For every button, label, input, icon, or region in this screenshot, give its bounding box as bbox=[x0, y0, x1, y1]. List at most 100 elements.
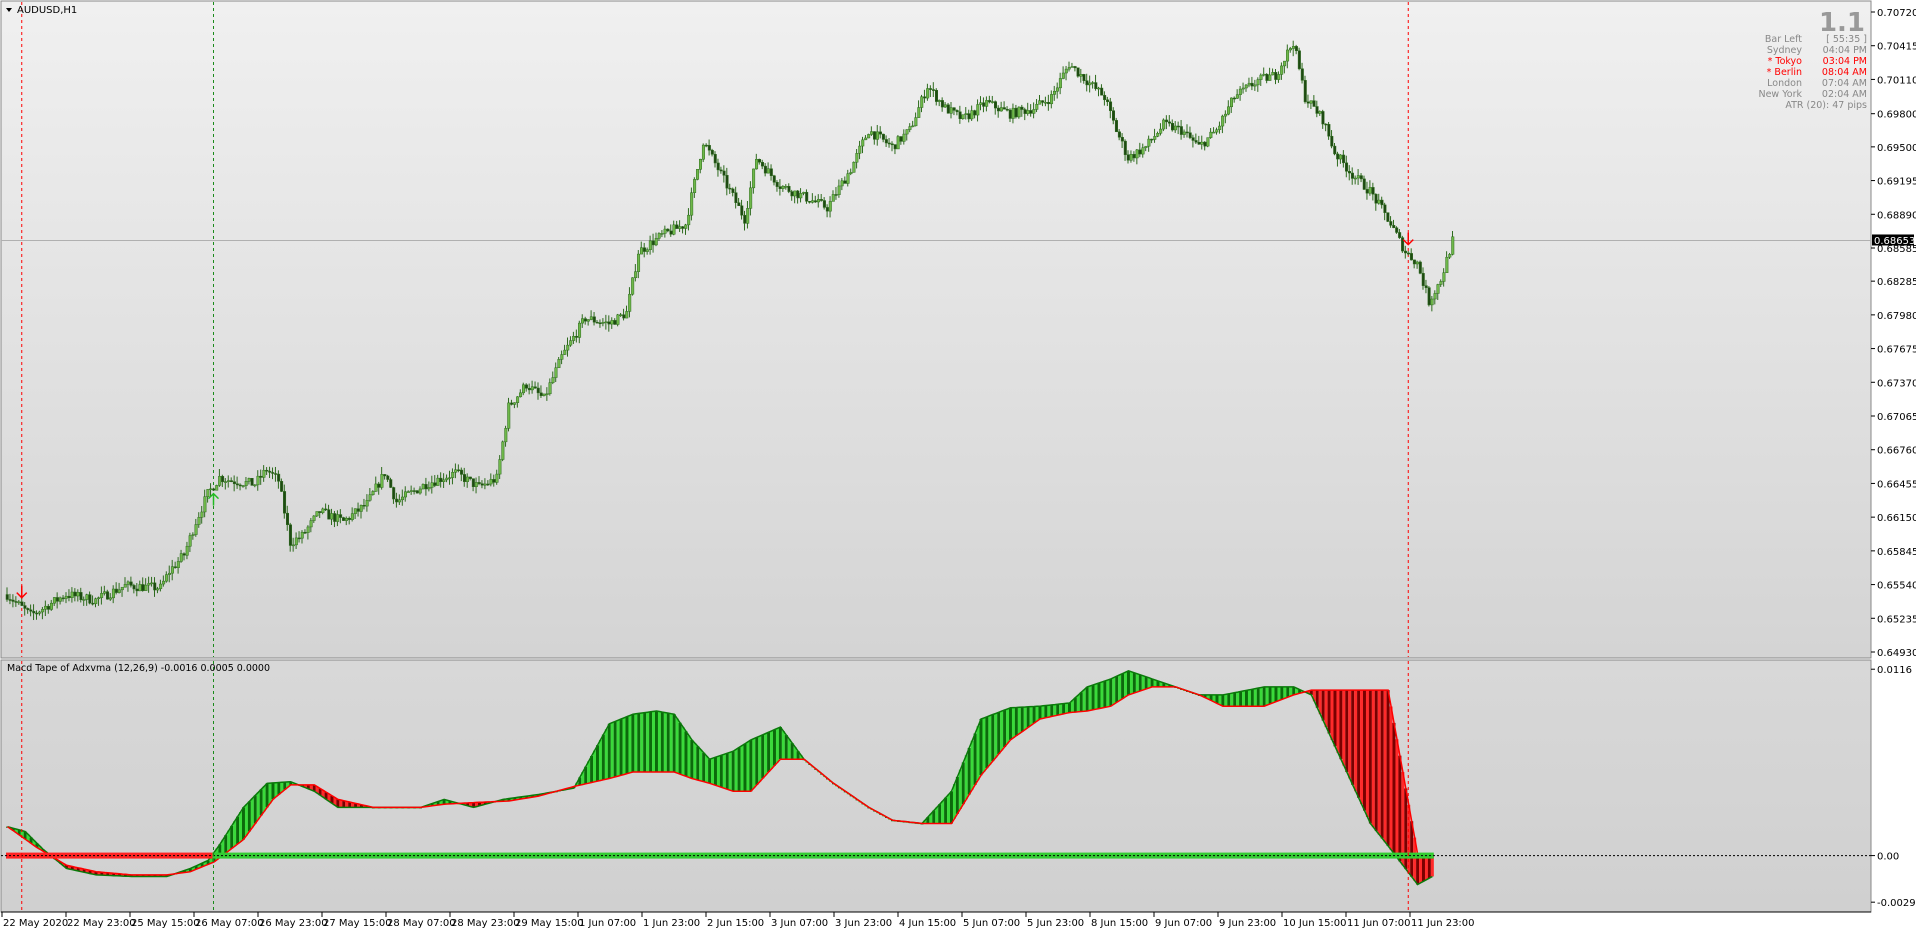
tape-bar-bear bbox=[88, 870, 92, 874]
candle-body bbox=[377, 483, 381, 488]
candle-body bbox=[616, 314, 620, 325]
candle-body bbox=[138, 584, 142, 592]
triangle-down-icon[interactable] bbox=[6, 8, 12, 12]
candle-body bbox=[1014, 107, 1018, 118]
candle-body bbox=[1407, 252, 1410, 255]
candle-body bbox=[433, 482, 437, 486]
price-tick-label: 0.67370 bbox=[1877, 378, 1916, 389]
tape-bar-bull bbox=[1156, 680, 1160, 687]
tape-bar-bull bbox=[1206, 694, 1210, 700]
candle-body bbox=[383, 474, 387, 477]
tape-bar-bull bbox=[218, 844, 222, 858]
candle-body bbox=[554, 367, 558, 378]
tape-bar-bull bbox=[1112, 677, 1116, 705]
tape-bar-bull bbox=[531, 795, 535, 798]
candle-body bbox=[109, 597, 112, 600]
candle-body bbox=[510, 402, 514, 405]
candle-body bbox=[1339, 154, 1343, 160]
tape-bar-bull bbox=[770, 730, 774, 769]
candle-body bbox=[958, 111, 962, 119]
candle-body bbox=[229, 480, 233, 482]
candle-body bbox=[238, 484, 242, 487]
candle-body bbox=[834, 194, 838, 196]
price-tick-label: 0.68285 bbox=[1877, 277, 1916, 288]
tape-bar-bull bbox=[430, 803, 434, 806]
tape-bar-bull bbox=[1298, 689, 1302, 694]
candle-body bbox=[1150, 138, 1154, 141]
tape-bar-bull bbox=[1203, 694, 1207, 698]
candle-body bbox=[1114, 120, 1118, 133]
tape-bar-bull bbox=[663, 712, 667, 773]
price-tick-label: 0.70415 bbox=[1877, 42, 1916, 53]
tape-bar-bull bbox=[1091, 684, 1095, 710]
candle-body bbox=[572, 335, 576, 341]
candle-body bbox=[628, 293, 632, 312]
candle-body bbox=[666, 228, 670, 232]
candle-body bbox=[182, 553, 186, 556]
candle-body bbox=[740, 205, 744, 216]
tape-bar-bull bbox=[439, 800, 443, 805]
tape-bar-bear bbox=[1413, 837, 1417, 881]
tape-bar-bear bbox=[1416, 853, 1420, 885]
candle-body bbox=[595, 321, 599, 324]
candle-body bbox=[471, 478, 475, 487]
tape-bar-bear bbox=[67, 865, 71, 870]
tape-bar-bull bbox=[1165, 683, 1169, 687]
candle-body bbox=[545, 393, 549, 396]
candle-body bbox=[1342, 154, 1346, 164]
tape-bar-bear bbox=[330, 795, 334, 804]
candle-body bbox=[536, 387, 540, 394]
candle-body bbox=[1123, 140, 1127, 155]
candle-body bbox=[368, 494, 372, 501]
candle-body bbox=[1061, 72, 1065, 79]
info-row-value: 02:04 AM bbox=[1822, 89, 1867, 100]
candle-body bbox=[1088, 82, 1092, 86]
tape-bar-bull bbox=[1233, 692, 1237, 707]
candle-body bbox=[259, 475, 263, 478]
candle-body bbox=[29, 609, 33, 612]
candle-body bbox=[533, 386, 537, 389]
tape-bar-bull bbox=[610, 722, 614, 778]
candle-body bbox=[822, 200, 826, 208]
candle-body bbox=[70, 591, 74, 598]
candle-body bbox=[345, 517, 348, 521]
candle-body bbox=[1106, 99, 1110, 103]
candle-body bbox=[1291, 46, 1295, 49]
tape-bar-bear bbox=[65, 865, 68, 869]
candle-body bbox=[26, 608, 30, 611]
candle-body bbox=[728, 187, 732, 190]
candle-body bbox=[1159, 128, 1163, 134]
candle-body bbox=[819, 199, 823, 201]
tape-bar-bull bbox=[964, 755, 968, 800]
tape-bar-bear bbox=[315, 786, 319, 794]
candle-body bbox=[976, 104, 980, 116]
candle-body bbox=[111, 588, 115, 599]
tape-bar-bull bbox=[681, 727, 685, 776]
symbol-label[interactable]: AUDUSD,H1 bbox=[6, 5, 77, 16]
candle-body bbox=[719, 169, 723, 172]
tape-bar-bear bbox=[1374, 690, 1378, 831]
tape-bar-bull bbox=[209, 856, 213, 864]
candle-body bbox=[551, 377, 555, 383]
tape-bar-bull bbox=[183, 870, 186, 873]
candle-body bbox=[1038, 100, 1042, 105]
tape-bar-bear bbox=[1330, 690, 1334, 740]
time-tick-label: 28 May 23:00 bbox=[451, 918, 520, 929]
tape-bar-bear bbox=[109, 872, 113, 876]
tape-bar-bull bbox=[1242, 690, 1246, 707]
tape-bar-bear bbox=[336, 799, 340, 808]
candle-body bbox=[401, 496, 405, 501]
candle-body bbox=[1230, 97, 1233, 108]
candle-body bbox=[35, 612, 39, 615]
tape-bar-bear bbox=[1424, 853, 1428, 880]
tape-bar-bull bbox=[758, 736, 762, 782]
tape-bar-bear bbox=[472, 802, 476, 808]
candle-body bbox=[1005, 108, 1009, 111]
candle-body bbox=[415, 490, 419, 494]
candle-body bbox=[406, 491, 410, 493]
tape-bar-bear bbox=[360, 804, 363, 808]
tape-bar-bull bbox=[221, 839, 225, 856]
tape-bar-bear bbox=[333, 797, 337, 806]
tape-bar-bull bbox=[926, 817, 930, 824]
